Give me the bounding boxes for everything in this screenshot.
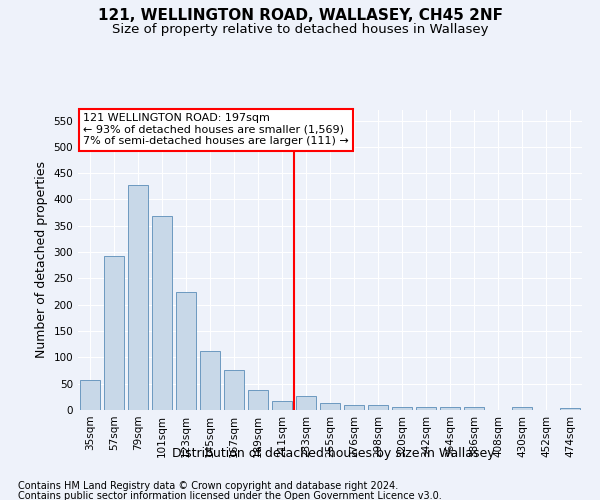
Text: 121 WELLINGTON ROAD: 197sqm
← 93% of detached houses are smaller (1,569)
7% of s: 121 WELLINGTON ROAD: 197sqm ← 93% of det… bbox=[83, 113, 349, 146]
Text: Contains HM Land Registry data © Crown copyright and database right 2024.: Contains HM Land Registry data © Crown c… bbox=[18, 481, 398, 491]
Text: Size of property relative to detached houses in Wallasey: Size of property relative to detached ho… bbox=[112, 22, 488, 36]
Bar bbox=[80, 380, 100, 410]
Bar bbox=[176, 292, 196, 410]
Bar bbox=[368, 404, 388, 410]
Bar bbox=[440, 408, 460, 410]
Bar bbox=[128, 184, 148, 410]
Bar bbox=[272, 400, 292, 410]
Bar bbox=[104, 256, 124, 410]
Bar bbox=[512, 408, 532, 410]
Bar bbox=[224, 370, 244, 410]
Bar bbox=[320, 402, 340, 410]
Bar bbox=[464, 408, 484, 410]
Bar bbox=[392, 408, 412, 410]
Bar bbox=[152, 216, 172, 410]
Bar bbox=[416, 408, 436, 410]
Bar bbox=[248, 390, 268, 410]
Y-axis label: Number of detached properties: Number of detached properties bbox=[35, 162, 48, 358]
Bar bbox=[344, 404, 364, 410]
Text: Distribution of detached houses by size in Wallasey: Distribution of detached houses by size … bbox=[172, 448, 494, 460]
Text: 121, WELLINGTON ROAD, WALLASEY, CH45 2NF: 121, WELLINGTON ROAD, WALLASEY, CH45 2NF bbox=[97, 8, 503, 22]
Bar bbox=[296, 396, 316, 410]
Bar bbox=[200, 350, 220, 410]
Bar bbox=[560, 408, 580, 410]
Text: Contains public sector information licensed under the Open Government Licence v3: Contains public sector information licen… bbox=[18, 491, 442, 500]
